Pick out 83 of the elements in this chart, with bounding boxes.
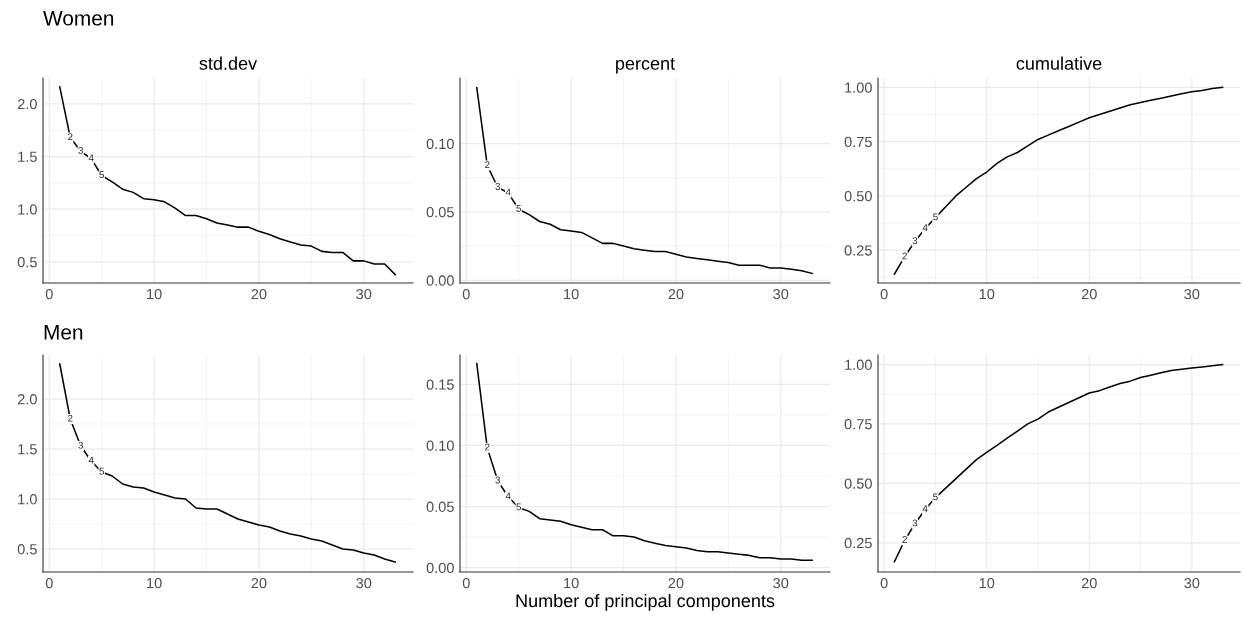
- annotation: 2: [902, 252, 907, 260]
- chart-title: cumulative: [1016, 56, 1102, 70]
- x-tick-label: 20: [1081, 288, 1097, 300]
- x-tick-label: 10: [564, 288, 579, 300]
- y-tick-label: 0.25: [844, 245, 872, 256]
- x-tick-label: 0: [880, 288, 888, 300]
- y-tick-label: 0.05: [426, 501, 454, 512]
- x-tick-label: 20: [251, 288, 267, 300]
- line-series: [476, 362, 813, 562]
- line-series: [59, 86, 396, 276]
- y-tick-label: 1.00: [845, 359, 872, 370]
- x-tick-label: 30: [356, 577, 372, 589]
- y-tick-label: 0.05: [426, 207, 454, 218]
- y-tick-label: 0.75: [844, 419, 872, 430]
- x-tick-label: 10: [147, 288, 162, 300]
- chart-title: percent: [616, 57, 675, 74]
- annotation: 4: [505, 492, 511, 500]
- y-tick-label: 0.25: [844, 537, 872, 549]
- y-tick-label: 0.00: [426, 275, 454, 286]
- y-tick-label: 0.75: [844, 136, 872, 148]
- annotation: 5: [516, 205, 521, 212]
- text: Women: [43, 11, 114, 26]
- line-series: [893, 86, 1224, 275]
- y-tick-label: 1.5: [18, 444, 37, 455]
- annotation: 4: [88, 154, 94, 162]
- y-tick-label: 1.00: [845, 82, 872, 93]
- x-tick-label: 30: [1184, 577, 1200, 589]
- x-tick-label: 0: [462, 577, 470, 589]
- x-tick-label: 20: [251, 577, 267, 589]
- annotation: 2: [68, 414, 73, 422]
- y-tick-label: 1.0: [18, 204, 37, 215]
- x-tick-label: 30: [773, 577, 789, 589]
- x-tick-label: 20: [1081, 577, 1097, 589]
- y-tick-label: 0.5: [17, 544, 37, 555]
- annotation: 5: [99, 171, 104, 179]
- annotation: 3: [912, 237, 918, 245]
- annotation: 3: [495, 476, 501, 484]
- annotation: 5: [516, 503, 521, 511]
- annotation: 4: [505, 188, 511, 196]
- annotation: 5: [99, 467, 104, 475]
- y-tick-label: 0.50: [844, 191, 872, 202]
- x-tick-label: 20: [668, 288, 684, 300]
- x-tick-label: 30: [356, 288, 372, 300]
- x-axis-title: Number of principal components: [516, 593, 775, 611]
- annotation: 2: [68, 133, 73, 141]
- chart-title: std.dev: [199, 56, 258, 70]
- annotation: 3: [912, 519, 918, 527]
- x-tick-label: 0: [880, 577, 888, 589]
- text: Men: [44, 325, 83, 340]
- y-tick-label: 0.00: [426, 562, 454, 574]
- annotation: 2: [902, 536, 907, 543]
- annotation: 4: [88, 456, 94, 464]
- y-tick-label: 1.0: [18, 494, 37, 505]
- y-tick-label: 0.10: [426, 138, 454, 150]
- y-tick-label: 2.0: [17, 98, 37, 110]
- annotation: 2: [485, 161, 490, 168]
- x-tick-label: 30: [1184, 288, 1200, 300]
- x-tick-label: 0: [462, 288, 470, 300]
- y-tick-label: 1.5: [18, 151, 37, 162]
- y-tick-label: 0.50: [844, 478, 872, 489]
- annotation: 4: [922, 224, 928, 232]
- x-tick-label: 20: [668, 577, 684, 589]
- x-tick-label: 30: [773, 288, 789, 300]
- y-tick-label: 0.15: [426, 379, 454, 390]
- annotation: 2: [485, 443, 490, 451]
- x-tick-label: 0: [45, 577, 53, 589]
- x-tick-label: 10: [979, 577, 995, 589]
- line-series: [893, 363, 1224, 563]
- annotation: 3: [495, 183, 501, 190]
- annotation: 5: [933, 213, 938, 221]
- y-tick-label: 0.5: [17, 257, 37, 268]
- annotation: 3: [78, 441, 84, 449]
- y-tick-label: 0.10: [426, 440, 454, 451]
- x-tick-label: 10: [564, 577, 579, 589]
- x-tick-label: 0: [45, 288, 53, 300]
- annotation: 4: [922, 505, 928, 512]
- y-tick-label: 2.0: [17, 394, 37, 405]
- line-series: [59, 363, 396, 563]
- line-series: [476, 86, 813, 275]
- annotation: 5: [933, 493, 938, 501]
- annotation: 3: [78, 146, 84, 154]
- x-tick-label: 10: [979, 288, 995, 300]
- x-tick-label: 10: [147, 577, 162, 589]
